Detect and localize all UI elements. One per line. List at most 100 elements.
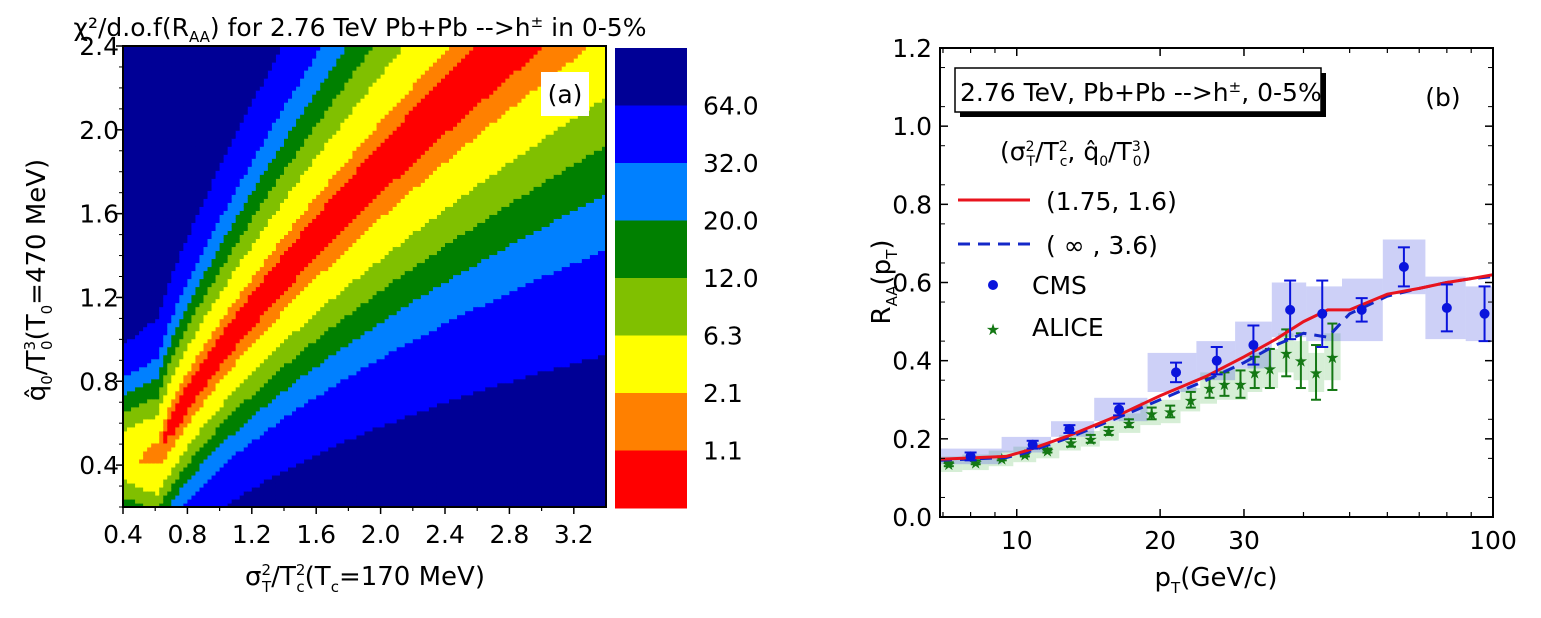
contour-cell (175, 162, 180, 167)
contour-cell (159, 478, 164, 484)
contour-cell (227, 442, 233, 448)
contour-cell (191, 338, 197, 344)
contour-cell (255, 502, 261, 507)
contour-cell (123, 78, 128, 83)
contour-cell (219, 170, 225, 175)
contour-cell (163, 170, 168, 175)
contour-cell (167, 206, 172, 211)
contour-cell (292, 282, 297, 288)
contour-cell (255, 58, 261, 63)
contour-cell (183, 218, 189, 223)
contour-cell (223, 414, 229, 420)
contour-cell (259, 190, 265, 195)
contour-cell (207, 378, 213, 384)
contour-cell (127, 290, 132, 296)
contour-cell (151, 170, 156, 175)
contour-cell (171, 466, 176, 472)
contour-cell (195, 334, 201, 340)
contour-cell (219, 466, 225, 472)
contour-cell (191, 206, 197, 211)
contour-cell (123, 162, 128, 167)
contour-cell (292, 458, 297, 464)
contour-cell (271, 278, 277, 284)
contour-cell (296, 394, 301, 400)
contour-cell (231, 106, 237, 111)
contour-cell (171, 230, 176, 236)
contour-cell (199, 154, 205, 159)
contour-cell (163, 470, 168, 476)
contour-cell (279, 170, 285, 175)
contour-cell (163, 218, 168, 223)
contour-cell (175, 282, 180, 288)
contour-cell (203, 478, 209, 484)
contour-cell (296, 326, 301, 332)
contour-cell (247, 494, 253, 500)
contour-cell (183, 342, 189, 348)
contour-cell (139, 202, 144, 207)
contour-cell (243, 110, 249, 115)
contour-cell (247, 106, 253, 111)
contour-cell (139, 194, 144, 199)
contour-cell (251, 290, 257, 296)
contour-cell (271, 162, 277, 167)
contour-cell (271, 442, 277, 448)
contour-cell (183, 326, 189, 332)
contour-cell (207, 202, 213, 207)
contour-cell (135, 166, 140, 171)
contour-cell (147, 302, 152, 308)
contour-cell (203, 398, 209, 404)
contour-cell (207, 186, 213, 191)
contour-cell (227, 94, 233, 99)
contour-cell (251, 258, 257, 264)
contour-cell (296, 346, 301, 352)
contour-cell (151, 314, 156, 320)
contour-cell (175, 62, 180, 67)
contour-cell (279, 110, 285, 115)
contour-cell (191, 486, 197, 492)
contour-cell (259, 478, 265, 484)
contour-cell (151, 210, 156, 215)
contour-cell (167, 422, 172, 428)
contour-cell (127, 314, 132, 320)
contour-cell (163, 346, 168, 352)
contour-cell (199, 222, 205, 227)
contour-cell (215, 218, 221, 223)
contour-cell (207, 318, 213, 324)
contour-cell (207, 110, 213, 115)
contour-cell (231, 82, 237, 87)
contour-cell (255, 118, 261, 123)
contour-cell (211, 374, 217, 380)
contour-cell (203, 226, 209, 231)
contour-cell (219, 310, 225, 316)
contour-cell (279, 70, 285, 75)
contour-cell (223, 350, 229, 356)
contour-cell (275, 66, 281, 71)
contour-cell (247, 94, 253, 99)
contour-cell (127, 174, 132, 179)
contour-cell (219, 126, 225, 131)
contour-cell (215, 286, 221, 292)
contour-cell (151, 414, 156, 420)
contour-cell (292, 146, 297, 151)
contour-cell (239, 114, 245, 119)
contour-cell (251, 162, 257, 167)
contour-cell (127, 470, 132, 476)
contour-cell (259, 218, 265, 223)
contour-cell (227, 346, 233, 352)
contour-cell (191, 174, 197, 179)
contour-cell (127, 226, 132, 231)
contour-cell (251, 342, 257, 348)
contour-cell (175, 318, 180, 324)
contour-cell (255, 374, 261, 380)
contour-cell (183, 254, 189, 260)
contour-cell (179, 414, 184, 420)
contour-cell (187, 186, 193, 191)
contour-cell (147, 290, 152, 296)
contour-cell (271, 458, 277, 464)
contour-cell (231, 202, 237, 207)
contour-cell (167, 334, 172, 340)
contour-cell (135, 70, 140, 75)
contour-cell (147, 434, 152, 440)
contour-cell (292, 214, 297, 219)
contour-cell (135, 158, 140, 163)
